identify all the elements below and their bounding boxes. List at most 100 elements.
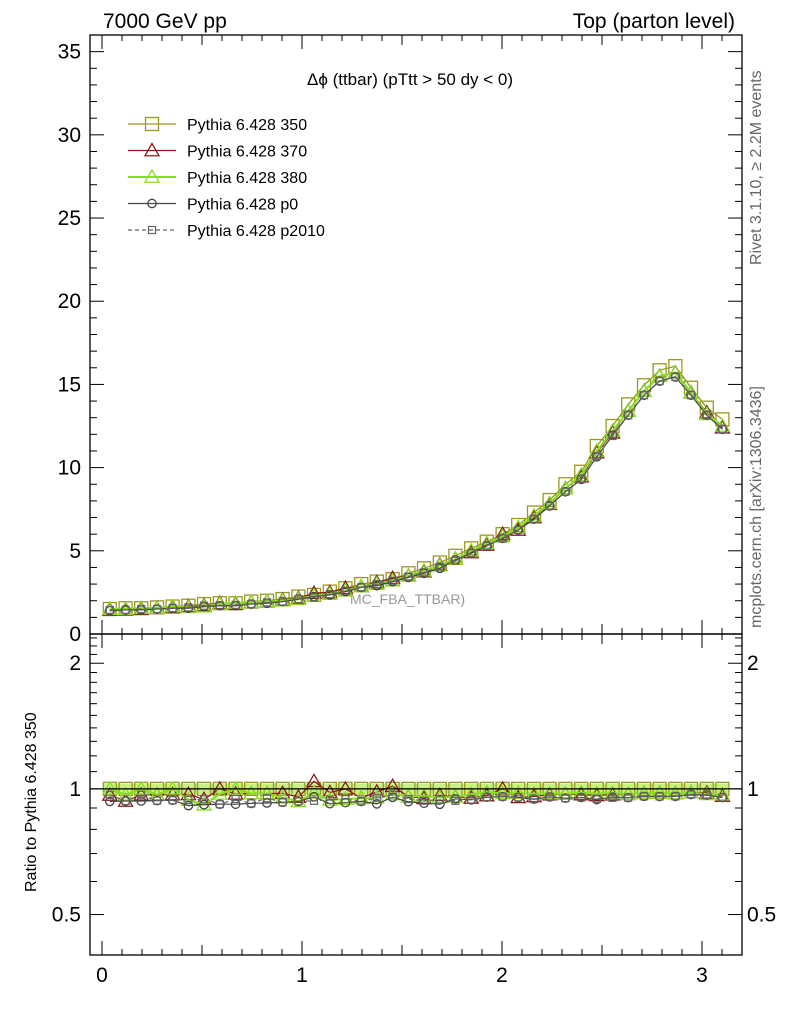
series-2-point [667,364,684,379]
ratio-3-point [717,792,728,803]
series-4-point [514,525,523,535]
ratio-2-point [651,784,668,799]
series-4-point [325,589,334,599]
ratio-ytick-label: 1 [69,778,81,801]
series-4-point [121,605,130,614]
ratio-2-point [620,785,637,801]
ratio-4-point [561,794,570,803]
main-panel: Δϕ (ttbar) (pTtt > 50 dy < 0) MC_FBA_TTB… [58,34,743,646]
series-3-point [686,390,696,401]
ratio-2-point [117,786,134,801]
series-4-point [482,541,491,550]
ratio-3-point [481,792,492,803]
ratio-3-point [120,796,131,806]
legend-marker [143,142,161,157]
series-2-point [714,417,731,432]
series-4-point [624,411,633,420]
series-3-point [701,410,712,421]
main-ytick-label: 0 [69,623,81,646]
ratio-3-point [387,792,398,803]
series-4-point [168,604,177,613]
ratio-4-point [357,797,366,806]
series-3-point [371,580,382,591]
ratio-4-point [639,792,649,801]
series-4-point [357,583,366,592]
ratio-4-point [467,795,476,804]
main-curves [101,358,731,617]
ratio-2-point [604,784,621,800]
ratio-3-point [246,798,257,809]
ratio-4-point [419,796,429,805]
ratio-3-point [623,792,634,803]
legend-label: Pythia 6.428 380 [187,170,307,187]
ratio-4-point [325,795,334,804]
ratio-2-point [274,789,291,804]
ratio-3-point [199,799,209,810]
ratio-xtick-label: 3 [696,964,708,987]
ratio-1-point [321,784,338,799]
ratio-4-point [435,795,444,804]
series-3-point [576,474,587,485]
ratio-3-point [686,789,696,800]
ratio-frame [89,633,743,956]
ratio-4-point [215,800,224,809]
series-3-point [293,594,304,604]
series-1-point [305,584,323,600]
ratio-4-point [137,790,146,799]
plot-title: Δϕ (ttbar) (pTtt > 50 dy < 0) [307,70,513,89]
header-right: Top (parton level) [573,10,735,33]
ratio-2-point [164,780,181,795]
series-4-point [215,601,224,610]
series-4-point [152,604,162,614]
ratio-2-point [133,780,150,795]
series-4-point [608,431,617,441]
ratio-2-point [510,784,527,799]
ratio-2-point [211,785,228,800]
ratio-1-point [227,785,244,800]
ratio-3-point [340,797,351,808]
ratio-4-point [702,790,711,800]
ratio-4-point [105,790,114,800]
ratio-4-point [247,799,256,808]
ratio-4-point [231,794,240,804]
series-3-point [513,525,524,535]
ratio-4-point [545,792,554,802]
series-4-point [231,600,240,609]
ratio-4-point [592,794,601,803]
series-4-point [278,597,287,606]
ratio-4-point [655,792,664,801]
series-3-point [623,410,634,421]
ratio-4-point [514,793,523,802]
series-4-point [184,603,193,612]
ratio-3-point [371,799,382,809]
ratio-4-point [686,790,696,799]
ratio-2-point [305,784,323,799]
ratio-ytick-label: 0.5 [52,904,81,927]
ratio-2-point [101,780,118,795]
main-ytick-label: 35 [58,41,81,64]
ratio-panel: 0.5 0.5 1 1 2 2 0 1 2 3 Ratio to Pythia 6.428 350 [23,633,776,987]
series-4-point [435,562,444,571]
legend-label: Pythia 6.428 p0 [187,197,298,214]
ratio-2-point [227,780,244,795]
series-4-point [718,425,727,434]
series-3-point [717,424,728,435]
series-3-point [670,372,681,382]
series-4-point [561,487,570,496]
ratio-3-point [403,796,414,807]
ratio-4-point [404,795,413,804]
series-4-point [372,579,381,589]
series-4-point [388,576,397,585]
series-4-point [655,376,664,386]
ratio-curves [90,773,742,811]
series-3-point [120,605,131,615]
series-4-point [341,586,350,595]
ratio-4-point [608,793,617,802]
ratio-3-point [230,799,241,810]
series-4-point [702,411,711,420]
ratio-3-point [214,799,225,810]
series-3-point [246,599,257,609]
series-2-point [635,382,653,397]
ratio-xtick-label: 1 [296,964,308,987]
